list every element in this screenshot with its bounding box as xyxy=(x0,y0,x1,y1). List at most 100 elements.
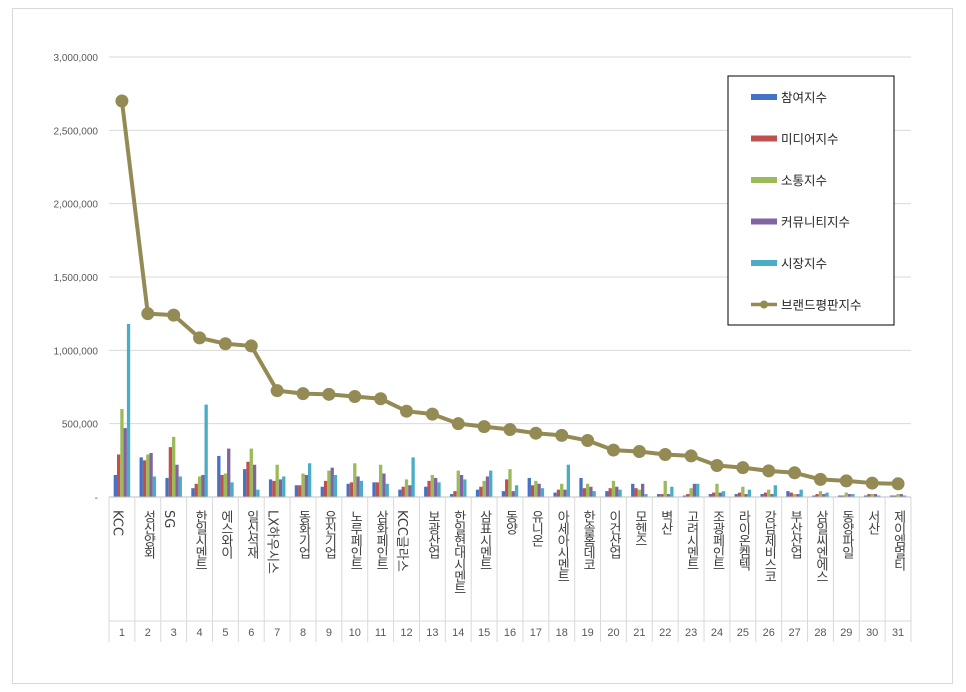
category-label: 이건산업 xyxy=(606,510,621,559)
bar-커뮤니티지수-KCC xyxy=(123,428,127,497)
bar-커뮤니티지수-이건산업 xyxy=(615,486,619,497)
point-일신석재 xyxy=(244,339,258,353)
bar-미디어지수-한솔홈데코 xyxy=(582,488,586,497)
bar-미디어지수-한일시멘트 xyxy=(194,483,198,497)
bar-미디어지수-에스와이 xyxy=(220,475,224,497)
rank-label: 21 xyxy=(633,627,645,639)
bar-시장지수-동화기업 xyxy=(307,463,312,497)
bar-커뮤니티지수-KCC글라스 xyxy=(408,485,412,497)
category-label: 벽산 xyxy=(658,510,673,535)
rank-label: 8 xyxy=(300,627,306,639)
y-axis: - 500,000 1,000,000 1,500,000 2,000,000 2,500… xyxy=(54,53,99,504)
bar-커뮤니티지수-일신석재 xyxy=(252,464,257,497)
point-고려시멘트 xyxy=(684,449,698,463)
category-label: 유진기업 xyxy=(321,510,336,559)
legend-label: 소통지수 xyxy=(781,173,827,188)
legend-label: 시장지수 xyxy=(781,256,827,271)
category-label: 라이온켐텍 xyxy=(735,510,750,571)
bar-시장지수-일신석재 xyxy=(256,489,260,497)
legend-swatch-커뮤니티지수 xyxy=(751,218,777,225)
bar-참여지수-강남제비스코 xyxy=(760,494,764,497)
bar-소통지수-KCC글라스 xyxy=(404,479,409,497)
category-label: 한일현대시멘트 xyxy=(451,510,466,594)
bar-소통지수-제이엠멀티 xyxy=(896,494,900,497)
rank-label: 23 xyxy=(685,627,697,639)
rank-label: 17 xyxy=(530,627,542,639)
bar-참여지수-유니온 xyxy=(527,477,531,497)
bar-시장지수-벽산 xyxy=(670,486,674,497)
bar-커뮤니티지수-동양 xyxy=(511,491,515,497)
legend-marker-브랜드평판지수 xyxy=(760,300,768,309)
bar-커뮤니티지수-에스와이 xyxy=(227,448,231,497)
bar-미디어지수-서산 xyxy=(867,494,871,497)
bar-소통지수-아세아시멘트 xyxy=(560,483,564,497)
category-label: 동양 xyxy=(503,510,518,535)
bar-참여지수-삼화페인트 xyxy=(372,482,376,497)
rank-label: 5 xyxy=(222,627,228,639)
rank-label: 9 xyxy=(326,627,332,639)
rank-label: 29 xyxy=(840,627,852,639)
point-노루페인트 xyxy=(348,390,362,404)
point-동화기업 xyxy=(296,387,310,401)
point-강남제비스코 xyxy=(762,464,776,478)
bar-미디어지수-모헨즈 xyxy=(634,488,638,497)
bar-소통지수-모헨즈 xyxy=(637,489,642,497)
bar-시장지수-보광산업 xyxy=(437,482,441,497)
bar-소통지수-유니온 xyxy=(534,480,538,497)
category-label: 한일시멘트 xyxy=(192,510,207,570)
bar-시장지수-라이온켐텍 xyxy=(747,489,752,497)
bar-소통지수-유진기업 xyxy=(327,470,331,497)
bar-미디어지수-유니온 xyxy=(530,485,535,497)
bar-시장지수-KCC xyxy=(126,323,131,497)
y-tick-label: 500,000 xyxy=(62,420,99,431)
line-series xyxy=(115,94,905,491)
bar-참여지수-노루페인트 xyxy=(346,483,350,497)
bar-series xyxy=(113,323,907,497)
rank-label: 1 xyxy=(119,627,125,639)
category-label: 서산 xyxy=(865,510,880,535)
category-label: 성신양회 xyxy=(140,510,155,559)
point-조광페인트 xyxy=(710,458,724,472)
bar-미디어지수-KCC글라스 xyxy=(401,486,405,497)
bar-미디어지수-벽산 xyxy=(660,494,664,497)
category-label: 조광페인트 xyxy=(709,510,724,570)
bar-커뮤니티지수-삼일씨엔에스 xyxy=(822,494,826,497)
bar-미디어지수-제이엠멀티 xyxy=(893,495,897,497)
rank-label: 26 xyxy=(763,627,775,639)
bar-소통지수-이건산업 xyxy=(611,480,616,497)
point-성신양회 xyxy=(141,307,155,321)
bar-커뮤니티지수-보광산업 xyxy=(434,477,438,497)
bar-소통지수-SG xyxy=(172,436,176,497)
bar-소통지수-삼표시멘트 xyxy=(482,480,486,497)
legend-label: 미디어지수 xyxy=(781,132,839,147)
bar-참여지수-한솔홈데코 xyxy=(579,477,583,497)
bar-참여지수-KCC글라스 xyxy=(398,489,402,497)
bar-참여지수-일신석재 xyxy=(243,469,247,497)
rank-label: 18 xyxy=(556,627,568,639)
rank-label: 22 xyxy=(659,627,671,639)
bar-시장지수-유진기업 xyxy=(333,475,338,497)
bar-커뮤니티지수-동화기업 xyxy=(304,475,308,497)
bar-참여지수-LX하우시스 xyxy=(268,479,273,497)
bar-참여지수-제이엠멀티 xyxy=(889,495,894,497)
legend-swatch-시장지수 xyxy=(751,260,777,266)
bar-소통지수-LX하우시스 xyxy=(275,464,279,497)
point-서산 xyxy=(865,476,879,490)
category-label: 노루페인트 xyxy=(347,510,362,570)
point-SG xyxy=(167,308,181,322)
bar-미디어지수-동화기업 xyxy=(298,485,302,497)
rank-label: 24 xyxy=(711,627,723,639)
point-유진기업 xyxy=(322,387,336,401)
bar-시장지수-KCC글라스 xyxy=(411,457,415,497)
bar-커뮤니티지수-SG xyxy=(175,464,179,497)
bar-시장지수-제이엠멀티 xyxy=(903,495,907,497)
point-KCC xyxy=(115,94,129,108)
legend-label: 커뮤니티지수 xyxy=(781,215,850,230)
bar-미디어지수-삼일씨엔에스 xyxy=(815,494,819,497)
bar-커뮤니티지수-벽산 xyxy=(666,494,671,497)
rank-label: 30 xyxy=(866,627,878,639)
rank-label: 31 xyxy=(892,627,904,639)
category-label: SG xyxy=(161,510,176,528)
bar-소통지수-일신석재 xyxy=(249,448,253,497)
bar-커뮤니티지수-LX하우시스 xyxy=(278,479,283,497)
